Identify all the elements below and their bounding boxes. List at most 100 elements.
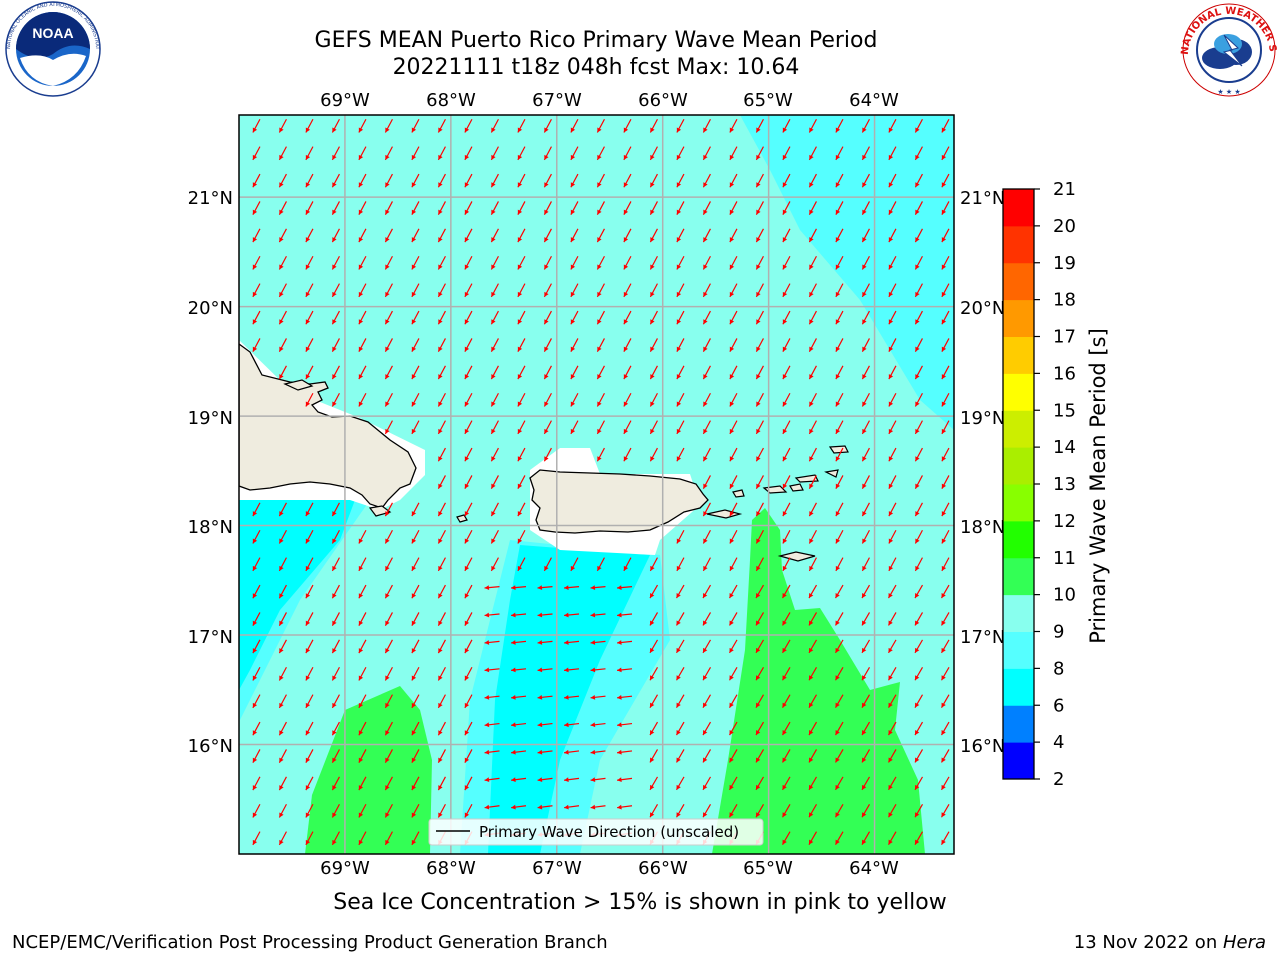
wave-arrow-head [756, 784, 761, 790]
wave-arrow-head [385, 401, 390, 407]
wave-arrow-head [782, 374, 788, 380]
wave-arrow-head [809, 483, 814, 489]
wave-arrow-head [915, 346, 920, 352]
wave-arrow-head [385, 346, 390, 352]
wave-arrow-head [617, 749, 622, 755]
wave-arrow-head [358, 264, 364, 270]
wave-arrow-head [862, 456, 867, 462]
wave-arrow-head [862, 346, 867, 352]
wave-arrow-head [915, 730, 920, 736]
wave-arrow-head [332, 675, 337, 681]
wave-arrow-head [676, 757, 681, 763]
wave-arrow-head [756, 511, 761, 517]
wave-arrow-head [358, 538, 364, 544]
wave-arrow-head [809, 209, 814, 215]
wave-arrow-head [703, 565, 708, 571]
wave-arrow-head [411, 511, 417, 517]
wave-arrow-head [385, 237, 390, 243]
wave-arrow-head [941, 565, 947, 571]
lon-label-bottom: 68°W [426, 858, 476, 879]
wave-arrow-head [438, 511, 443, 517]
wave-arrow-head [385, 593, 390, 599]
wave-arrow-head [517, 346, 523, 352]
colorbar-tick-label: 17 [1053, 327, 1076, 348]
wave-arrow-head [491, 319, 496, 325]
wave-arrow-head [491, 565, 496, 571]
wave-arrow-head [809, 784, 814, 790]
wave-arrow-head [782, 511, 788, 517]
wave-arrow-head [729, 538, 735, 544]
wave-arrow-head [888, 565, 894, 571]
wave-arrow-head [729, 127, 735, 133]
wave-arrow-head [438, 538, 443, 544]
colorbar-segment [1003, 594, 1034, 632]
wave-arrow-head [703, 647, 708, 653]
wave-arrow-head [279, 730, 284, 736]
wave-arrow-head [888, 346, 894, 352]
wave-arrow-head [703, 374, 708, 380]
island-mona [456, 514, 468, 523]
wave-arrow-head [915, 565, 920, 571]
wave-arrow-head [279, 237, 284, 243]
wave-arrow-head [888, 593, 893, 599]
wave-arrow-head [517, 209, 523, 215]
wave-arrow-head [438, 757, 443, 763]
wave-arrow-head [411, 401, 417, 407]
wave-arrow-head [835, 538, 841, 544]
wave-arrow-head [835, 209, 841, 215]
wave-arrow-head [570, 319, 576, 325]
wave-arrow-head [756, 127, 761, 133]
wave-arrow-head [517, 264, 523, 270]
wave-arrow-head [756, 702, 761, 708]
wave-arrow-head [464, 483, 470, 489]
colorbar-segment [1003, 225, 1034, 264]
wave-arrow-head [279, 209, 284, 215]
wave-arrow-head [862, 182, 867, 188]
wave-arrow-head [862, 428, 867, 434]
wave-arrow-head [835, 675, 840, 681]
wave-arrow-head [484, 640, 490, 645]
wave-arrow-head [332, 319, 337, 325]
wave-arrow-head [464, 209, 470, 215]
wave-arrow-head [385, 702, 390, 708]
wave-arrow-head [332, 401, 337, 407]
wave-arrow-head [676, 456, 682, 462]
wave-arrow-head [332, 593, 337, 599]
wave-arrow-head [650, 154, 655, 160]
wave-arrow-head [915, 511, 920, 517]
wave-arrow-head [941, 702, 946, 708]
wave-arrow-head [438, 374, 443, 380]
wave-arrow-head [835, 812, 840, 818]
wave-arrow-head [279, 839, 284, 845]
footer-host: Hera [1222, 932, 1266, 953]
wave-arrow-head [888, 511, 894, 517]
wave-arrow-head [252, 291, 258, 297]
wave-arrow-head [756, 565, 761, 571]
wave-arrow-head [438, 127, 443, 133]
wave-arrow-head [941, 319, 947, 325]
wave-arrow-head [385, 648, 390, 654]
wave-arrow-head [782, 784, 787, 790]
wave-arrow-head [464, 785, 470, 791]
wave-arrow-head [438, 401, 443, 407]
wave-arrow-head [537, 585, 543, 590]
wave-arrow-head [676, 291, 682, 297]
wave-arrow-head [703, 209, 708, 215]
wave-arrow-head [729, 237, 735, 243]
wave-arrow-head [484, 585, 490, 590]
wave-arrow-head [252, 812, 258, 818]
wave-arrow-head [411, 127, 417, 133]
wave-arrow-head [438, 565, 443, 571]
wave-arrow-head [537, 640, 543, 645]
wave-arrow-head [862, 839, 867, 845]
wave-arrow-head [491, 264, 496, 270]
wave-arrow-head [703, 401, 708, 407]
wave-arrow-head [809, 675, 814, 681]
wave-arrow-head [438, 237, 443, 243]
wave-arrow-head [703, 154, 708, 160]
wave-arrow-head [517, 374, 523, 380]
wave-arrow-head [544, 401, 549, 407]
wave-arrow-head [464, 428, 470, 434]
wave-arrow-head [279, 319, 284, 325]
wave-arrow-head [358, 401, 364, 407]
